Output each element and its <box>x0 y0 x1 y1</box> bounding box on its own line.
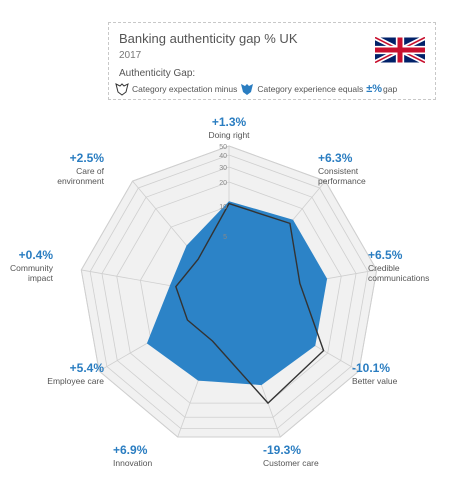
category-label: Consistent <box>318 166 359 176</box>
radar-ring <box>116 181 342 404</box>
category-gap-value: +2.5% <box>70 151 105 165</box>
chart-title: Banking authenticity gap % UK <box>119 31 298 46</box>
category-gap-value: -19.3% <box>263 443 301 457</box>
uk-flag-icon <box>375 37 425 63</box>
scale-tick-label: 50 <box>219 144 227 151</box>
scale-tick-label: 30 <box>219 165 227 172</box>
category-gap-value: +1.3% <box>212 115 247 129</box>
category-label: Care of <box>76 166 105 176</box>
category-label: Better value <box>352 376 398 386</box>
category-label: Credible <box>368 263 400 273</box>
legend-experience-label: Category experience equals <box>257 84 364 94</box>
legend-gap-label: gap <box>383 84 398 94</box>
scale-tick-label: 10 <box>219 204 227 211</box>
category-gap-value: +6.9% <box>113 443 148 457</box>
legend-gap-symbol: ±% <box>366 83 383 95</box>
legend-heading: Authenticity Gap: <box>119 68 196 79</box>
category-label: Innovation <box>113 458 152 468</box>
scale-tick-label: 40 <box>219 153 227 160</box>
category-label: performance <box>318 176 366 186</box>
scale-tick-label: 5 <box>223 234 227 241</box>
category-gap-value: +6.3% <box>318 151 353 165</box>
category-label: Customer care <box>263 458 319 468</box>
category-gap-value: +6.5% <box>368 248 403 262</box>
radar-ring <box>80 145 378 438</box>
shield-outline-icon <box>115 82 129 96</box>
chart-year: 2017 <box>119 50 142 61</box>
category-gap-value: +5.4% <box>70 361 105 375</box>
category-label: Community <box>10 263 54 273</box>
legend-box: Banking authenticity gap % UK 2017 Authe… <box>108 22 436 100</box>
category-label: impact <box>28 273 54 283</box>
category-label: communications <box>368 273 429 283</box>
category-label: environment <box>57 176 104 186</box>
legend-row: Category expectation minus Category expe… <box>115 81 397 97</box>
category-gap-value: -10.1% <box>352 361 390 375</box>
category-label: Employee care <box>47 376 104 386</box>
scale-tick-label: 20 <box>219 180 227 187</box>
category-label: Doing right <box>208 130 250 140</box>
radar-ring <box>101 166 357 418</box>
series-experience-area <box>146 201 328 386</box>
category-gap-value: +0.4% <box>19 248 54 262</box>
shield-filled-icon <box>241 83 254 95</box>
series-expectation-outline <box>175 202 325 405</box>
radar-ring <box>89 154 369 429</box>
legend-expectation-label: Category expectation minus <box>132 84 238 94</box>
